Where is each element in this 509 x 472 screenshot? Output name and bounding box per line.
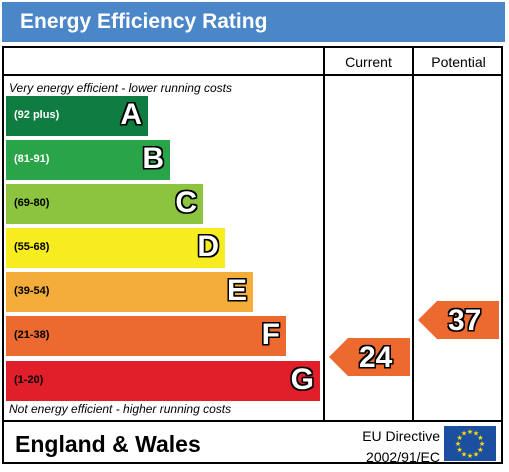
eu-stars-icon: ★★★★★★★★★ ★ ★★ <box>455 428 485 460</box>
eu-star: ★ <box>477 434 483 442</box>
eu-directive-number: 2002/91/EC <box>366 449 440 465</box>
footer-divider <box>2 420 503 422</box>
eu-star: ★ <box>479 440 485 448</box>
band-letter: C <box>175 186 197 219</box>
eu-directive-label: EU Directive <box>362 428 440 444</box>
current-column-header: Current <box>345 54 392 70</box>
header-bar: Energy Efficiency Rating <box>2 2 505 42</box>
band-range-label: (39-54) <box>14 285 50 297</box>
band-range-label: (21-38) <box>14 329 50 341</box>
band-letter: F <box>261 318 280 351</box>
band-range-label: (69-80) <box>14 197 50 209</box>
band-letter: E <box>226 274 247 307</box>
band-range-label: (92 plus) <box>14 109 60 121</box>
band-d: (55-68) D <box>6 228 225 268</box>
band-f: (21-38) F <box>6 316 286 356</box>
current-column-divider <box>323 46 325 421</box>
band-letter: G <box>290 363 314 396</box>
header-row-divider <box>2 74 503 76</box>
potential-column-divider <box>412 46 414 421</box>
band-a: (92 plus) A <box>6 96 148 136</box>
top-note: Very energy efficient - lower running co… <box>9 81 232 95</box>
current-arrow-shape <box>329 338 410 376</box>
eu-star: ★ <box>467 428 473 436</box>
band-range-label: (55-68) <box>14 241 50 253</box>
potential-rating-arrow: 37 <box>418 301 499 339</box>
potential-rating-value: 37 <box>448 304 482 337</box>
band-letter: B <box>142 142 164 175</box>
band-b: (81-91) B <box>6 140 170 180</box>
potential-column-header: Potential <box>431 54 486 70</box>
current-rating-arrow: 24 <box>329 338 410 376</box>
eu-star: ★ <box>455 440 461 448</box>
eu-star: ★ <box>477 446 483 454</box>
band-c: (69-80) C <box>6 184 203 224</box>
bottom-note: Not energy efficient - higher running co… <box>9 402 232 416</box>
eu-star: ★ <box>456 446 462 454</box>
band-letter: A <box>120 98 142 131</box>
band-g: (1-20) G <box>6 361 320 401</box>
eu-flag-icon: ★ ★ ★ ★ ★ ★ ★ ★ ★ ★ ★ ★ <box>444 426 496 461</box>
band-range-label: (81-91) <box>14 153 50 165</box>
eu-star: ★ <box>456 434 462 442</box>
eu-star: ★ <box>473 450 479 458</box>
chart-title: Energy Efficiency Rating <box>20 10 268 33</box>
current-rating-value: 24 <box>359 341 393 374</box>
potential-arrow-shape <box>418 301 499 339</box>
country-label: England & Wales <box>15 431 201 457</box>
eu-star: ★ <box>461 430 467 438</box>
band-letter: D <box>197 230 219 263</box>
band-e: (39-54) E <box>6 272 253 312</box>
eu-star: ★ <box>461 450 467 458</box>
chart-frame <box>2 46 503 464</box>
eu-star: ★ <box>473 430 479 438</box>
band-range-label: (1-20) <box>14 374 44 386</box>
eu-star: ★ <box>467 452 473 460</box>
